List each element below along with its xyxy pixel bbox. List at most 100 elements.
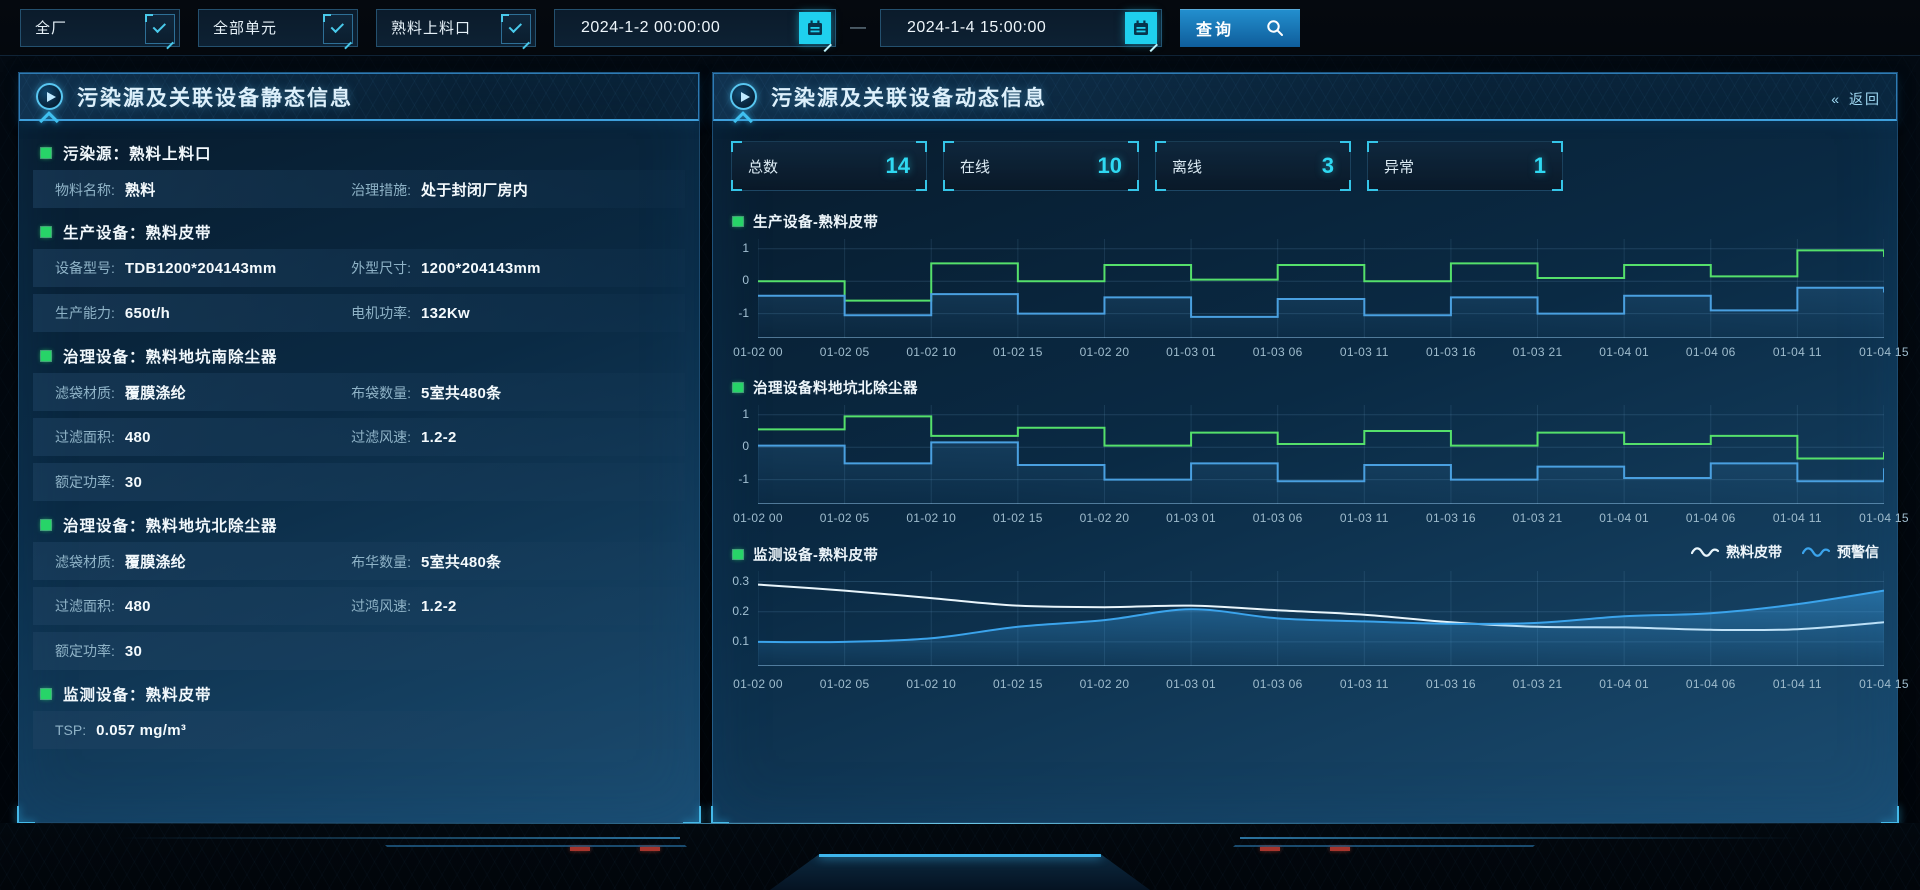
stat-label: 异常 xyxy=(1384,158,1415,176)
info-field: 治理措施: 处于封闭厂房内 xyxy=(351,179,685,200)
stat-label: 在线 xyxy=(960,158,991,176)
x-axis-tick: 01-03 16 xyxy=(1426,677,1476,691)
section-header: 治理设备：熟料地坑北除尘器 xyxy=(33,508,685,542)
field-label: 额定功率: xyxy=(55,474,115,490)
y-axis-tick: 1 xyxy=(742,406,749,421)
field-label: 电机功率: xyxy=(351,305,411,321)
x-axis-tick: 01-04 15 xyxy=(1859,345,1909,359)
chart-title-text: 生产设备-熟料皮带 xyxy=(753,215,879,231)
info-row: 滤袋材质: 覆膜涤纶 布袋数量: 5室共480条 xyxy=(33,373,685,411)
info-field: 设备型号: TDB1200*204143mm xyxy=(55,258,351,278)
field-label: 物料名称: xyxy=(55,181,115,198)
select-factory-value: 全厂 xyxy=(35,20,68,37)
back-icon: « xyxy=(1831,91,1841,107)
field-label: 治理措施: xyxy=(351,181,411,198)
info-field: 外型尺寸: 1200*204143mm xyxy=(351,258,685,278)
calendar-icon[interactable] xyxy=(1125,11,1157,44)
y-axis-tick: 0.3 xyxy=(732,573,749,588)
green-square-icon xyxy=(40,688,52,700)
field-label: 过鸿风速: xyxy=(351,598,411,614)
chevron-down-icon xyxy=(145,13,175,44)
date-from-picker[interactable]: 2024-1-2 00:00:00 xyxy=(554,8,836,47)
x-axis-tick: 01-03 21 xyxy=(1512,677,1563,691)
section-header: 监测设备：熟料皮带 xyxy=(33,677,685,711)
field-value: 1200*204143mm xyxy=(420,260,541,277)
green-square-icon xyxy=(732,549,744,560)
date-to-picker[interactable]: 2024-1-4 15:00:00 xyxy=(880,8,1162,47)
x-axis-tick: 01-03 16 xyxy=(1426,345,1476,359)
info-field: 过滤面积: 480 xyxy=(55,596,351,616)
info-row: 额定功率: 30 xyxy=(33,632,685,670)
dynamic-info-panel-header: 污染源及关联设备动态信息 xyxy=(713,73,1897,131)
field-label: 过滤风速: xyxy=(351,429,411,445)
date-range-separator: — xyxy=(850,18,866,36)
chart-legend: 熟料皮带 预警信 xyxy=(1691,542,1879,562)
x-axis-tick: 01-03 01 xyxy=(1166,345,1216,359)
calendar-glyph xyxy=(1134,20,1148,35)
search-icon xyxy=(1267,19,1283,36)
chart-title: 监测设备-熟料皮带 xyxy=(732,544,879,565)
chart-canvas xyxy=(757,571,1885,666)
x-axis-tick: 01-04 15 xyxy=(1859,511,1909,525)
x-axis-tick: 01-04 01 xyxy=(1599,345,1650,359)
field-value: 5室共480条 xyxy=(420,384,502,402)
chart-canvas xyxy=(757,405,1885,504)
info-row: 生产能力: 650t/h 电机功率: 132Kw xyxy=(33,294,685,332)
field-label: TSP: xyxy=(55,721,87,738)
stat-value: 1 xyxy=(1533,153,1546,178)
green-square-icon xyxy=(732,216,744,227)
info-row: 过滤面积: 480 过鸿风速: 1.2-2 xyxy=(33,587,685,625)
chevron-down-icon xyxy=(323,13,353,44)
play-icon xyxy=(730,83,757,110)
stat-card: 总数 14 xyxy=(731,141,927,191)
x-axis-tick: 01-04 01 xyxy=(1599,511,1650,525)
back-button[interactable]: « 返回 xyxy=(1831,89,1881,109)
field-value: 5室共480条 xyxy=(420,553,502,571)
field-value: 480 xyxy=(124,598,151,615)
x-axis-tick: 01-03 16 xyxy=(1426,511,1476,525)
chart-title-text: 监测设备-熟料皮带 xyxy=(753,548,879,564)
legend-item[interactable]: 熟料皮带 xyxy=(1691,542,1782,562)
x-axis-tick: 01-03 06 xyxy=(1252,677,1303,691)
x-axis-tick: 01-03 06 xyxy=(1252,345,1303,359)
chart-plot-area xyxy=(757,239,1885,338)
field-label: 设备型号: xyxy=(55,260,115,276)
x-axis-tick: 01-04 11 xyxy=(1772,511,1822,525)
y-axis-tick: 0.1 xyxy=(732,633,749,648)
x-axis-tick: 01-04 01 xyxy=(1599,677,1650,691)
x-axis-tick: 01-02 10 xyxy=(906,677,957,691)
static-info-sections: 污染源：熟料上料口 物料名称: 熟料 治理措施: 处于封闭厂房内 生产设备：熟料皮带 设备型… xyxy=(33,133,685,756)
legend-item[interactable]: 预警信 xyxy=(1802,542,1879,562)
stat-card: 异常 1 xyxy=(1367,141,1563,191)
section-header: 生产设备：熟料皮带 xyxy=(33,215,685,249)
field-value: 覆膜涤纶 xyxy=(124,553,187,571)
x-axis-tick: 01-04 11 xyxy=(1772,345,1822,359)
select-factory[interactable]: 全厂 xyxy=(20,8,180,47)
calendar-icon[interactable] xyxy=(799,11,831,44)
footer-glow-line xyxy=(0,823,1920,824)
field-value: 处于封闭厂房内 xyxy=(420,181,529,199)
chart-title: 治理设备料地坑北除尘器 xyxy=(732,377,918,398)
x-axis-tick: 01-02 20 xyxy=(1079,677,1130,691)
query-button[interactable]: 查询 xyxy=(1180,8,1300,47)
info-field: 生产能力: 650t/h xyxy=(55,303,351,323)
stat-value: 14 xyxy=(885,153,910,178)
info-field: 布华数量: 5室共480条 xyxy=(351,551,685,572)
field-value: 480 xyxy=(124,429,151,446)
squiggle-line-icon xyxy=(1691,547,1719,557)
info-field: 物料名称: 熟料 xyxy=(55,179,351,200)
y-axis-tick: 1 xyxy=(742,240,749,255)
field-value: 1.2-2 xyxy=(420,598,457,615)
field-value: 132Kw xyxy=(420,305,471,322)
green-square-icon xyxy=(40,147,52,159)
x-axis-tick: 01-03 11 xyxy=(1339,511,1389,525)
stat-label: 总数 xyxy=(748,158,779,176)
select-unit[interactable]: 全部单元 xyxy=(198,8,358,47)
dynamic-info-panel: 污染源及关联设备动态信息 « 返回 总数 14 在线 10 离线 3 异常 1 生产设备-熟料… xyxy=(712,72,1909,823)
stat-card: 离线 3 xyxy=(1155,141,1351,191)
x-axis-tick: 01-02 15 xyxy=(992,345,1043,359)
select-pollution-source[interactable]: 熟料上料口 xyxy=(376,8,536,47)
chevron-up-decoration xyxy=(39,111,59,131)
info-row: 额定功率: 30 xyxy=(33,463,685,501)
field-label: 额定功率: xyxy=(55,643,115,659)
